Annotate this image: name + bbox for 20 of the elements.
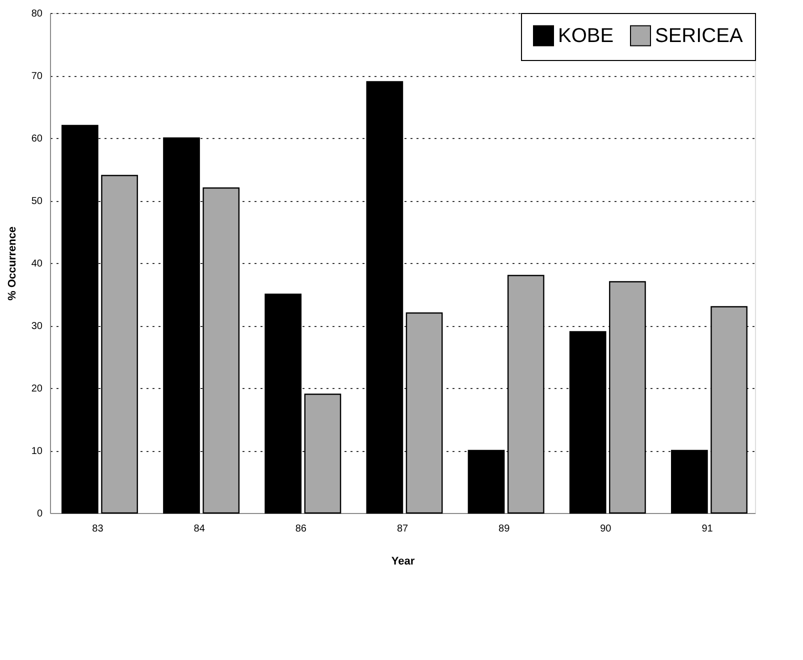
y-tick-label: 50 <box>31 196 43 207</box>
y-tick-label: 10 <box>31 446 43 457</box>
x-axis-title: Year <box>391 556 416 568</box>
x-tick-label: 89 <box>498 524 510 534</box>
y-tick-label: 40 <box>31 258 43 270</box>
y-tick-label: 20 <box>31 384 43 394</box>
x-tick-label: 87 <box>396 524 408 534</box>
x-tick-label: 84 <box>194 524 206 534</box>
y-tick-label: 30 <box>31 321 43 332</box>
y-axis-title: % Occurrence <box>6 226 18 300</box>
legend-label: KOBE <box>558 24 614 47</box>
y-tick-label: 60 <box>31 134 43 144</box>
y-tick-label: 80 <box>31 8 43 20</box>
x-tick-label: 86 <box>295 524 307 534</box>
x-tick-label: 83 <box>92 524 104 534</box>
x-tick-label: 90 <box>600 524 612 534</box>
legend-label: SERICEA <box>655 24 744 47</box>
x-tick-label: 91 <box>702 524 714 534</box>
y-tick-label: 70 <box>31 71 43 82</box>
y-tick-label: 0 <box>36 508 43 520</box>
